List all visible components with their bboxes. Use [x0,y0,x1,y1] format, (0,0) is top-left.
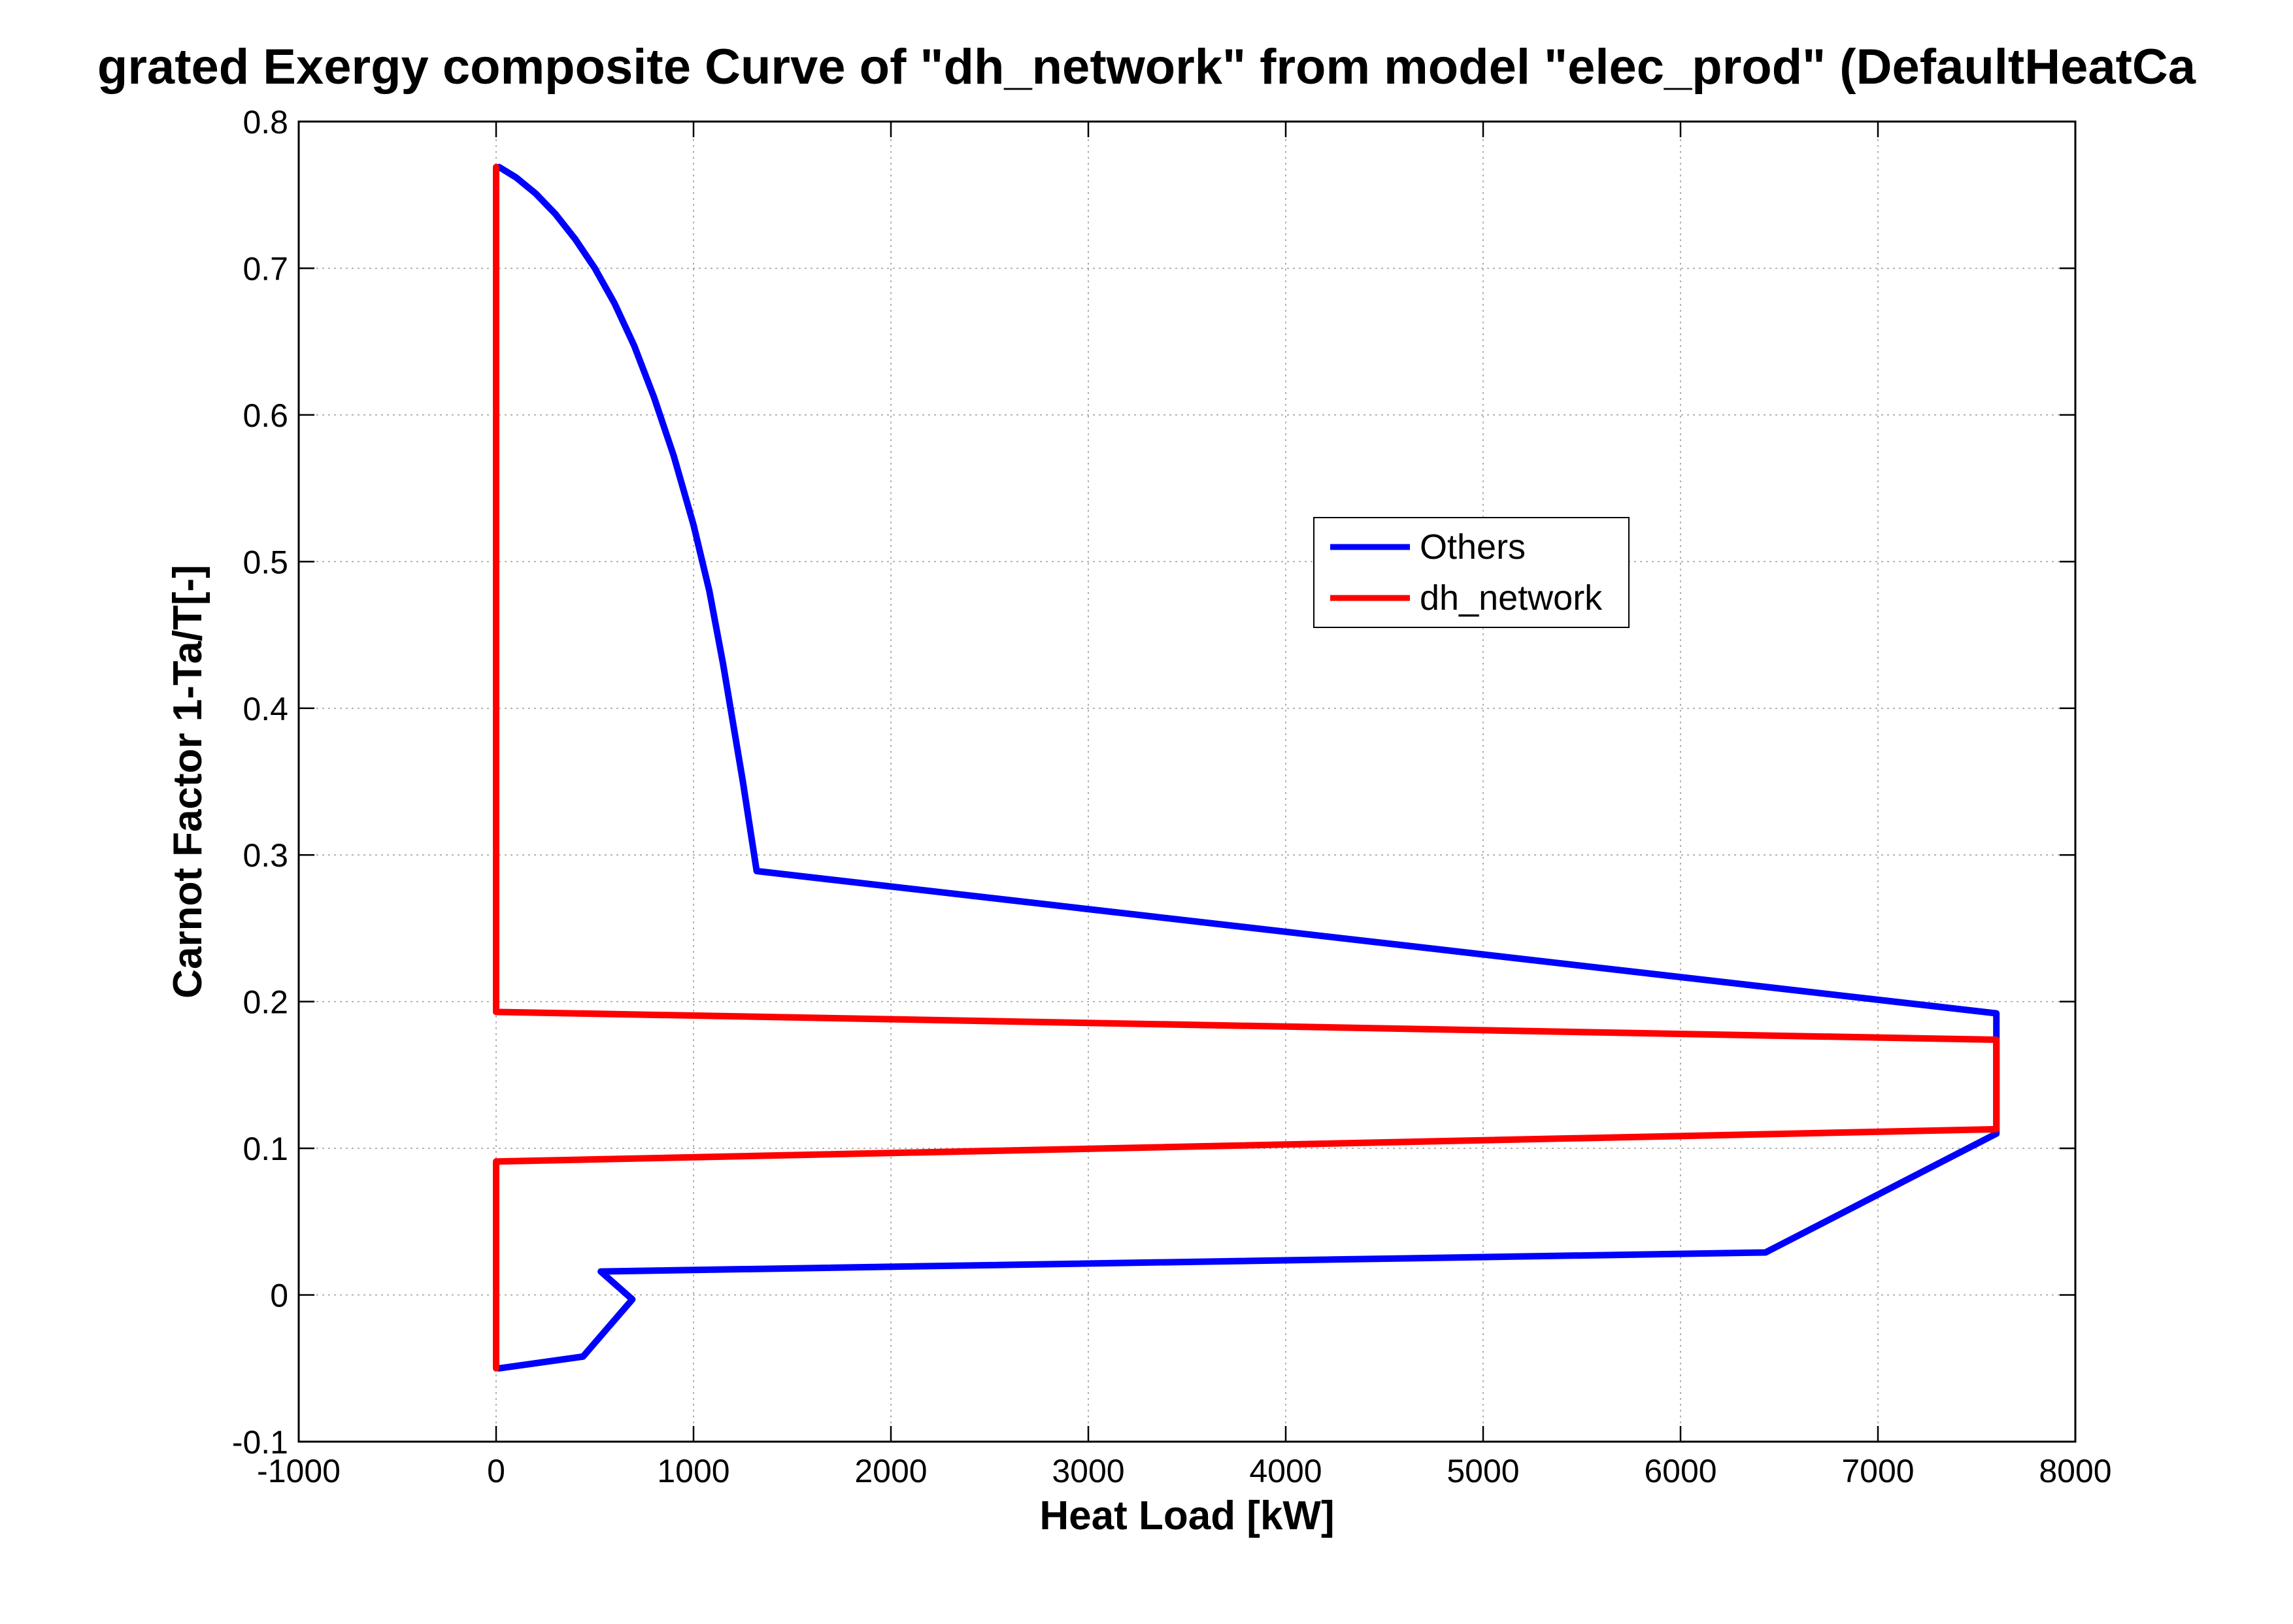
x-tick-label: 1000 [657,1453,729,1489]
x-tick-label: 4000 [1249,1453,1322,1489]
y-tick-label: 0 [270,1278,288,1314]
y-tick-label: 0.4 [243,691,288,727]
x-tick-label: 7000 [1841,1453,1914,1489]
y-tick-label: 0.5 [243,544,288,580]
x-tick-label: 3000 [1052,1453,1124,1489]
legend-label-others: Others [1420,527,1526,567]
plot-area [297,120,2077,1443]
y-tick-label: 0.7 [243,250,288,287]
y-tick-label: 0.1 [243,1131,288,1167]
y-tick-label: 0.6 [243,397,288,434]
axis-ticks [297,120,2077,1443]
y-axis-tick-labels: -0.1 0 0.1 0.2 0.3 0.4 0.5 0.6 0.7 0.8 [232,104,288,1461]
series-line-others [495,163,2000,1372]
y-tick-label: -0.1 [232,1424,288,1461]
legend: Others dh_network [1313,517,1630,628]
chart-title: grated Exergy composite Curve of "dh_net… [97,39,2196,95]
y-tick-label: 0.2 [243,984,288,1021]
x-tick-label: 8000 [2039,1453,2111,1489]
x-tick-label: 6000 [1644,1453,1716,1489]
legend-box [1313,517,1630,628]
x-axis-title: Heat Load [kW] [1039,1493,1334,1538]
series-line-dh-network [493,163,2000,1372]
x-tick-label: 0 [487,1453,505,1489]
y-tick-label: 0.3 [243,837,288,874]
x-tick-label: -1000 [257,1453,341,1489]
y-tick-label: 0.8 [243,104,288,141]
y-axis-title: Carnot Factor 1-Ta/T[-] [165,565,210,999]
x-tick-label: 2000 [854,1453,927,1489]
series-lines [493,163,2000,1372]
x-axis-tick-labels: -1000 0 1000 2000 3000 4000 5000 6000 7000 8000 [257,1453,2112,1489]
legend-label-dh-network: dh_network [1420,578,1603,618]
x-tick-label: 5000 [1447,1453,1519,1489]
